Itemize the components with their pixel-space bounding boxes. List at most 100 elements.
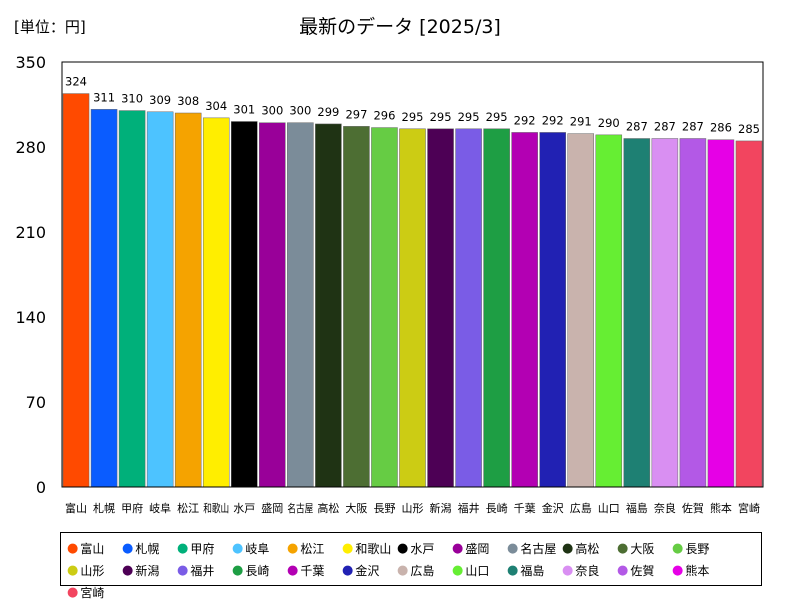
bar bbox=[202, 117, 230, 488]
bar-value-label: 287 bbox=[682, 120, 704, 134]
legend-label: 奈良 bbox=[575, 563, 600, 578]
x-tick-label: 和歌山 bbox=[203, 501, 229, 515]
x-tick-label: 長野 bbox=[373, 502, 395, 515]
legend-label: 水戸 bbox=[410, 541, 435, 556]
x-tick-label: 山口 bbox=[598, 502, 620, 515]
x-tick-label: 高松 bbox=[317, 501, 339, 515]
legend-dot-icon: ● bbox=[67, 562, 79, 578]
legend-item: ● 甲府 bbox=[177, 537, 232, 559]
x-tick-label: 福島 bbox=[626, 501, 648, 515]
legend-item: ● 岐阜 bbox=[232, 537, 287, 559]
bar-value-label: 300 bbox=[289, 104, 311, 118]
legend-label: 和歌山 bbox=[355, 541, 392, 556]
bar bbox=[118, 110, 146, 488]
x-tick-label: 福井 bbox=[458, 501, 480, 515]
legend-label: 長崎 bbox=[245, 563, 270, 578]
legend-item: ● 大阪 bbox=[617, 537, 672, 559]
x-tick-label: 富山 bbox=[65, 501, 87, 515]
legend-item: ● 広島 bbox=[397, 559, 452, 581]
bar-value-label: 309 bbox=[149, 93, 171, 107]
legend-label: 大阪 bbox=[630, 541, 655, 556]
bar-value-label: 297 bbox=[345, 107, 367, 121]
legend-item: ● 新潟 bbox=[122, 559, 177, 581]
bar bbox=[567, 133, 595, 488]
x-tick-label: 長崎 bbox=[486, 501, 508, 515]
bar bbox=[483, 128, 510, 488]
bar-value-label: 304 bbox=[205, 99, 227, 113]
legend-item: ● 長崎 bbox=[232, 559, 287, 581]
bar-value-label: 285 bbox=[738, 122, 760, 136]
bar bbox=[174, 112, 202, 488]
y-axis: 0 70 140 210 280 350 bbox=[15, 53, 46, 497]
legend-label: 高松 bbox=[575, 541, 600, 556]
bar-value-label: 292 bbox=[542, 113, 564, 127]
bar bbox=[146, 111, 174, 488]
legend-label: 山形 bbox=[80, 563, 105, 578]
unit-label: [単位：円] bbox=[14, 18, 86, 36]
bar-value-label: 311 bbox=[93, 90, 115, 104]
bar bbox=[539, 132, 566, 488]
value-labels: 324 311 310 309 308 304 301 300 300 299 297 296 295 2… bbox=[65, 75, 760, 136]
bar bbox=[259, 122, 286, 488]
bar bbox=[399, 128, 426, 488]
legend-dot-icon: ● bbox=[397, 562, 409, 578]
bar-chart: 0 70 140 210 280 350 324 311 310 309 308 304 301 300… bbox=[15, 53, 764, 515]
bar-value-label: 292 bbox=[514, 113, 536, 127]
legend-item: ● 熊本 bbox=[672, 559, 727, 581]
legend-dot-icon: ● bbox=[562, 540, 574, 556]
bar bbox=[511, 132, 538, 488]
x-tick-label: 山形 bbox=[402, 502, 424, 515]
bar-value-label: 296 bbox=[373, 109, 395, 123]
bar-value-label: 287 bbox=[654, 120, 676, 134]
legend-label: 松江 bbox=[300, 541, 325, 556]
legend-dot-icon: ● bbox=[672, 540, 684, 556]
bar-value-label: 295 bbox=[486, 110, 508, 124]
legend-label: 長野 bbox=[685, 541, 710, 556]
legend-dot-icon: ● bbox=[507, 540, 519, 556]
y-tick-label: 280 bbox=[15, 138, 46, 157]
legend-dot-icon: ● bbox=[617, 540, 629, 556]
x-tick-label: 千葉 bbox=[514, 501, 536, 515]
bar bbox=[707, 139, 735, 488]
legend-dot-icon: ● bbox=[177, 540, 189, 556]
legend-dot-icon: ● bbox=[287, 562, 299, 578]
legend-label: 熊本 bbox=[685, 563, 710, 578]
bar-value-label: 300 bbox=[261, 104, 283, 118]
legend-dot-icon: ● bbox=[672, 562, 684, 578]
bar-value-label: 290 bbox=[598, 116, 620, 130]
legend-label: 甲府 bbox=[190, 541, 215, 556]
x-tick-label: 新潟 bbox=[430, 501, 452, 515]
plot-frame bbox=[61, 61, 764, 488]
bar bbox=[343, 126, 370, 488]
bar-value-label: 287 bbox=[626, 120, 648, 134]
legend-label: 佐賀 bbox=[630, 563, 655, 578]
bar bbox=[230, 121, 258, 488]
legend-label: 札幌 bbox=[135, 541, 160, 556]
bar-value-label: 286 bbox=[710, 121, 732, 135]
legend-dot-icon: ● bbox=[122, 540, 134, 556]
legend-item: ● 富山 bbox=[67, 537, 122, 559]
bar-value-label: 301 bbox=[233, 103, 255, 117]
bar-value-label: 310 bbox=[121, 92, 143, 106]
bar bbox=[90, 109, 118, 488]
legend-item: ● 高松 bbox=[562, 537, 617, 559]
x-tick-label: 水戸 bbox=[233, 502, 255, 515]
legend-label: 盛岡 bbox=[465, 541, 490, 556]
legend-label: 富山 bbox=[80, 541, 105, 556]
x-tick-label: 岐阜 bbox=[149, 502, 171, 515]
y-tick-label: 210 bbox=[15, 223, 46, 242]
legend: ● 富山 ● 札幌 ● 甲府 ● 岐阜 ● 松江 ● 和歌山 ● 水戸 ● 盛岡 ● 名古屋 ● 高松 ● 大阪 ● 長野 ● 山… bbox=[60, 532, 762, 600]
y-tick-label: 70 bbox=[26, 393, 46, 412]
legend-item: ● 福島 bbox=[507, 559, 562, 581]
legend-dot-icon: ● bbox=[287, 540, 299, 556]
legend-dot-icon: ● bbox=[617, 562, 629, 578]
legend-dot-icon: ● bbox=[67, 584, 79, 600]
legend-dot-icon: ● bbox=[342, 562, 354, 578]
legend-item: ● 千葉 bbox=[287, 559, 342, 581]
legend-item: ● 宮崎 bbox=[67, 581, 122, 603]
x-tick-label: 松江 bbox=[177, 501, 199, 515]
bar bbox=[623, 138, 651, 488]
x-tick-label: 宮崎 bbox=[738, 501, 760, 515]
x-tick-label: 広島 bbox=[570, 501, 592, 515]
